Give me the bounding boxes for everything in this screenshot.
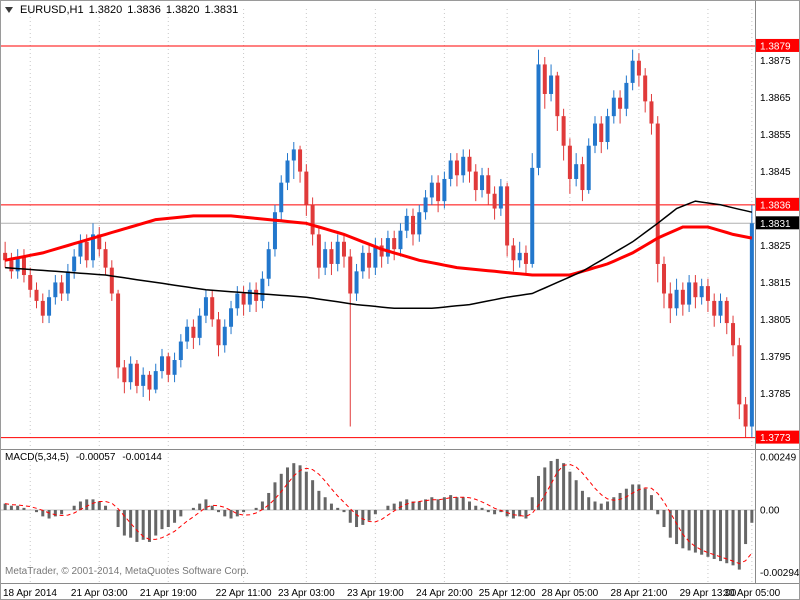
- macd-indicator-label: MACD(5,34,5) -0.00057 -0.00144: [5, 452, 162, 463]
- ma-red-line: [4, 214, 753, 277]
- time-tick-label: 25 Apr 12:00: [479, 588, 536, 599]
- price-tick-label: 1.3815: [760, 278, 791, 289]
- horizontal-levels-layer: [1, 45, 755, 439]
- level-price-box: 1.3773: [756, 430, 799, 444]
- ma-black: [5, 200, 753, 310]
- time-tick-label: 21 Apr 03:00: [71, 588, 128, 599]
- time-tick-label: 21 Apr 19:00: [140, 588, 197, 599]
- macd-axis: 0.00249 0.00 -0.00294: [760, 453, 800, 580]
- svg-text:1.3831: 1.3831: [760, 219, 791, 230]
- ma-red: [4, 214, 753, 277]
- price-tick-label: 1.3785: [760, 389, 791, 400]
- time-tick-label: 24 Apr 20:00: [416, 588, 473, 599]
- one-click-trading-toggle-icon[interactable]: [5, 7, 13, 13]
- price-axis[interactable]: 1.3875 1.3865 1.3855 1.3845 1.3825 1.3815 1.38…: [760, 56, 791, 400]
- level-price-box: 1.3879: [756, 38, 799, 52]
- macd-value: -0.00057: [75, 452, 116, 463]
- bid-price-box: 1.3831: [756, 216, 799, 230]
- svg-text:1.3879: 1.3879: [760, 41, 791, 52]
- time-tick-label: 23 Apr 19:00: [347, 588, 404, 599]
- watermark-copyright: MetaTrader, © 2001-2014, MetaQuotes Soft…: [5, 566, 249, 577]
- price-tick-label: 1.3865: [760, 93, 791, 104]
- macd-signal-value: -0.00144: [122, 452, 162, 463]
- quote-close: 1.3831: [204, 4, 239, 16]
- price-tick-label: 1.3845: [760, 167, 791, 178]
- svg-text:1.3836: 1.3836: [760, 200, 791, 211]
- macd-axis-label: 0.00249: [760, 453, 797, 464]
- price-tick-label: 1.3855: [760, 130, 791, 141]
- candles-layer: [3, 49, 754, 438]
- price-tick-label: 1.3825: [760, 241, 791, 252]
- svg-text:1.3773: 1.3773: [760, 433, 791, 444]
- macd-signal-line: [5, 463, 753, 565]
- macd-panel: [1, 458, 755, 570]
- quote-high: 1.3836: [127, 4, 161, 16]
- time-tick-label: 22 Apr 11:00: [216, 588, 272, 599]
- ma-black-line: [5, 200, 753, 310]
- macd-name: MACD(5,34,5): [5, 452, 69, 463]
- price-tick-label: 1.3795: [760, 352, 791, 363]
- time-tick-label: 23 Apr 03:00: [278, 588, 335, 599]
- quote-open: 1.3820: [88, 4, 123, 16]
- time-axis[interactable]: 18 Apr 2014 21 Apr 03:00 21 Apr 19:00 22 Ap…: [3, 588, 781, 599]
- quote-low: 1.3820: [165, 4, 200, 16]
- time-tick-label: 28 Apr 21:00: [611, 588, 668, 599]
- time-tick-label: 18 Apr 2014: [3, 588, 57, 599]
- panel-separators: [1, 1, 799, 584]
- macd-axis-label: -0.00294: [760, 568, 800, 579]
- price-tick-label: 1.3805: [760, 315, 791, 326]
- level-price-box: 1.3836: [756, 197, 799, 211]
- macd-axis-label: 0.00: [760, 506, 780, 517]
- time-tick-label: 28 Apr 05:00: [542, 588, 599, 599]
- symbol-timeframe: EURUSD,H1: [20, 4, 84, 16]
- price-tick-label: 1.3875: [760, 56, 791, 67]
- time-tick-label: 30 Apr 05:00: [724, 588, 781, 599]
- time-tick-label: 29 Apr 13:00: [680, 588, 737, 599]
- quote-bar: EURUSD,H1 1.3820 1.3836 1.3820 1.3831: [5, 4, 238, 16]
